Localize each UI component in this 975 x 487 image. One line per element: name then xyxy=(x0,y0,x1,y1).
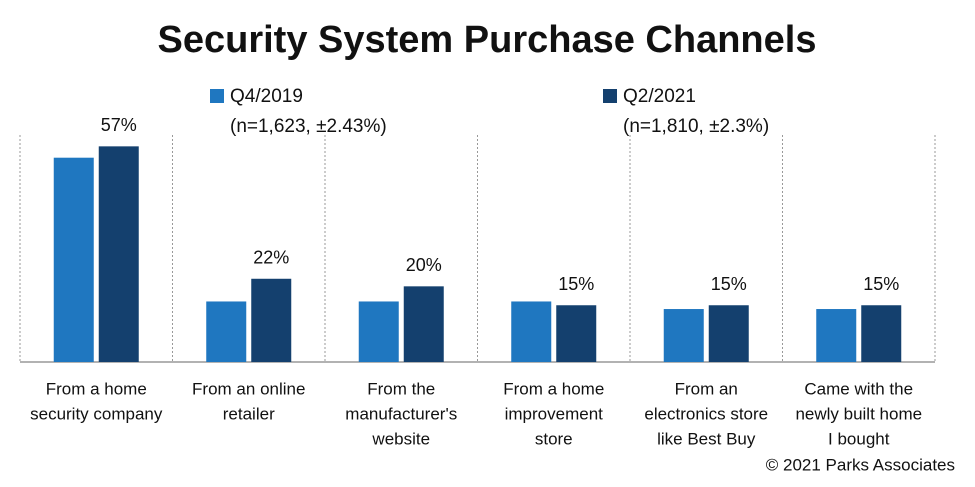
bar xyxy=(251,278,292,362)
value-label: 20% xyxy=(406,255,442,275)
x-tick-label: website xyxy=(371,429,430,448)
value-label: 15% xyxy=(558,274,594,294)
legend-sample: (n=1,810, ±2.3%) xyxy=(623,116,769,137)
x-tick-label: I bought xyxy=(828,429,890,448)
bar xyxy=(98,146,139,362)
legend-label: Q2/2021 xyxy=(623,86,696,107)
x-tick-label: like Best Buy xyxy=(657,429,756,448)
bar xyxy=(556,305,597,362)
x-tick-label: From the xyxy=(367,379,435,398)
x-tick-label: Came with the xyxy=(804,379,913,398)
bar xyxy=(403,286,444,362)
value-label: 15% xyxy=(863,274,899,294)
bar xyxy=(816,309,857,362)
bar xyxy=(861,305,902,362)
x-tick-label: electronics store xyxy=(644,404,768,423)
chart-title: Security System Purchase Channels xyxy=(158,19,817,61)
x-tick-label: security company xyxy=(30,404,163,423)
x-tick-label: store xyxy=(535,429,573,448)
x-tick-label: From a home xyxy=(46,379,147,398)
x-tick-label: From a home xyxy=(503,379,604,398)
legend-swatch xyxy=(210,89,224,103)
value-label: 15% xyxy=(711,274,747,294)
value-label: 22% xyxy=(253,248,289,268)
bar xyxy=(206,301,247,362)
bar xyxy=(708,305,749,362)
bar xyxy=(53,157,94,362)
bar xyxy=(663,309,704,362)
legend-label: Q4/2019 xyxy=(230,86,303,107)
source: © 2021 Parks Associates xyxy=(766,455,955,474)
bar xyxy=(358,301,399,362)
bar xyxy=(511,301,552,362)
x-tick-label: improvement xyxy=(505,404,604,423)
legend-sample: (n=1,623, ±2.43%) xyxy=(230,116,387,137)
x-tick-label: manufacturer's xyxy=(345,404,457,423)
x-tick-label: newly built home xyxy=(795,404,922,423)
legend-swatch xyxy=(603,89,617,103)
x-tick-label: From an xyxy=(675,379,738,398)
value-label: 57% xyxy=(101,115,137,135)
x-tick-label: From an online xyxy=(192,379,305,398)
x-tick-label: retailer xyxy=(223,404,275,423)
